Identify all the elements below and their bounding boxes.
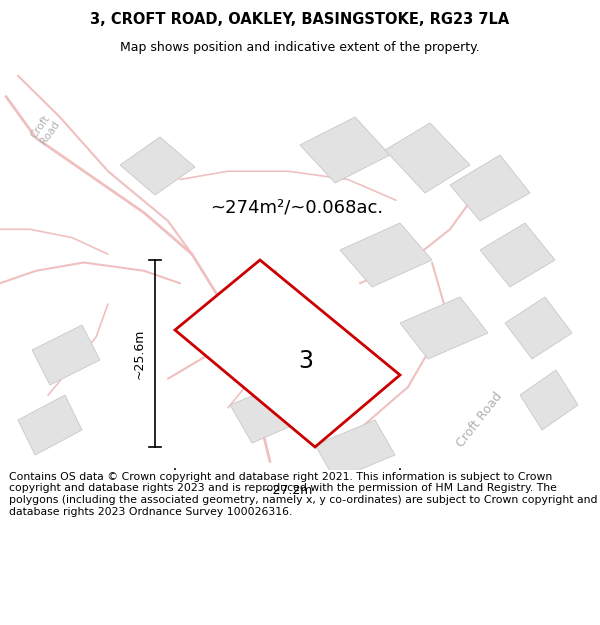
Polygon shape [340,223,432,287]
Polygon shape [32,325,100,385]
Polygon shape [300,117,390,183]
Polygon shape [505,297,572,359]
Text: 3, CROFT ROAD, OAKLEY, BASINGSTOKE, RG23 7LA: 3, CROFT ROAD, OAKLEY, BASINGSTOKE, RG23… [91,12,509,27]
Polygon shape [520,370,578,430]
Text: Contains OS data © Crown copyright and database right 2021. This information is : Contains OS data © Crown copyright and d… [9,472,598,517]
Polygon shape [315,420,395,480]
Polygon shape [175,260,400,447]
Polygon shape [480,223,555,287]
Polygon shape [18,395,82,455]
Text: ~27.2m: ~27.2m [262,484,313,498]
Text: Croft Road: Croft Road [455,390,505,450]
Polygon shape [450,155,530,221]
Text: ~274m²/~0.068ac.: ~274m²/~0.068ac. [210,198,383,216]
Text: Croft
Road: Croft Road [29,113,61,146]
Polygon shape [385,123,470,193]
Text: Map shows position and indicative extent of the property.: Map shows position and indicative extent… [120,41,480,54]
Text: ~25.6m: ~25.6m [133,328,146,379]
Text: 3: 3 [298,349,313,373]
Polygon shape [120,137,195,195]
Polygon shape [400,297,488,359]
Polygon shape [230,380,312,443]
Text: Croft Road: Croft Road [201,284,249,341]
